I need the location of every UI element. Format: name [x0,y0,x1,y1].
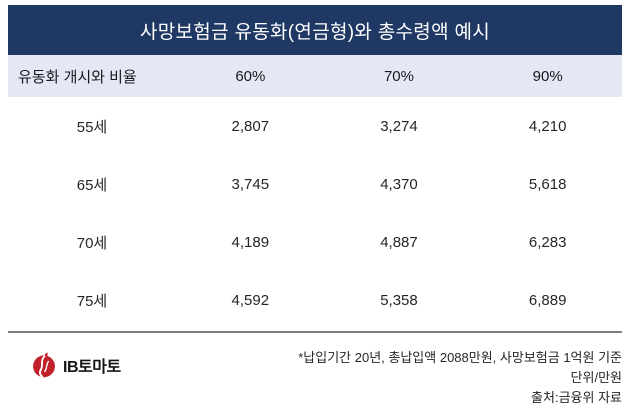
header-col-60: 60% [176,55,325,97]
cell-55-90: 4,210 [528,117,567,135]
header-col-90: 90% [473,55,622,97]
cell-75-90: 6,889 [528,291,567,309]
header-col-70: 70% [324,55,474,97]
cell-70-70: 4,887 [380,233,418,251]
row-label-55: 55세 [76,118,108,136]
table-row: 65세 3,745 4,370 5,618 [8,155,622,213]
tomato-icon [30,351,58,379]
footnotes: *납입기간 20년, 총납입액 2088만원, 사망보험금 1억원 기준 단위/… [298,348,622,408]
cell-70-60: 4,189 [231,233,270,251]
cell-65-70: 4,370 [380,175,418,193]
cell-75-60: 4,592 [231,291,270,309]
cell-65-90: 5,618 [528,175,567,193]
table-row: 55세 2,807 3,274 4,210 [8,97,622,155]
footer: IB토마토 *납입기간 20년, 총납입액 2088만원, 사망보험금 1억원 … [8,348,622,408]
header-row-label: 유동화 개시와 비율 [8,55,176,97]
footnote-source: 출처:금융위 자료 [531,390,622,405]
chart-title: 사망보험금 유동화(연금형)와 총수령액 예시 [139,21,491,43]
footer-divider [8,331,622,333]
cell-65-60: 3,745 [231,175,270,193]
footnote-unit: 단위/만원 [570,370,622,385]
cell-55-60: 2,807 [231,117,270,135]
table-row: 70세 4,189 4,887 6,283 [8,213,622,271]
ib-tomato-logo: IB토마토 [30,351,121,379]
row-label-70: 70세 [76,234,108,252]
cell-75-70: 5,358 [380,291,418,309]
data-table: 유동화 개시와 비율 60% 70% 90% 55세 2,807 3,274 4… [8,55,622,329]
row-label-75: 75세 [76,292,108,310]
cell-70-90: 6,283 [528,233,567,251]
table-row: 75세 4,592 5,358 6,889 [8,271,622,329]
title-bar: 사망보험금 유동화(연금형)와 총수령액 예시 [8,5,622,55]
table-header-row: 유동화 개시와 비율 60% 70% 90% [8,55,622,97]
footnote-assumptions: *납입기간 20년, 총납입액 2088만원, 사망보험금 1억원 기준 [298,350,622,365]
cell-55-70: 3,274 [380,117,418,135]
row-label-65: 65세 [76,176,108,194]
logo-text: IB토마토 [63,359,121,376]
